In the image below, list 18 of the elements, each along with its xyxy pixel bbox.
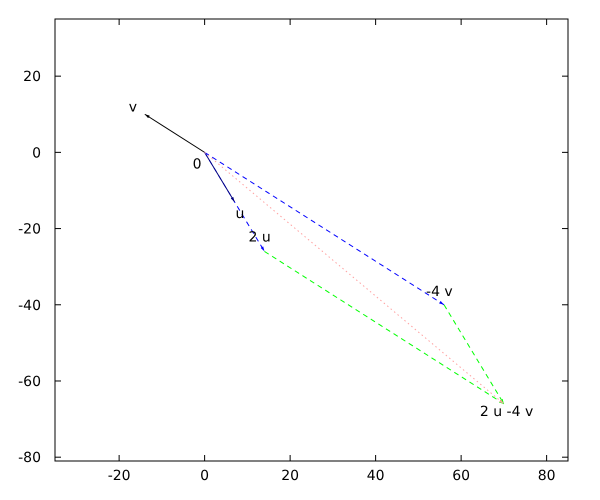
- annotation: u: [236, 206, 244, 222]
- y-tick-label: 20: [23, 69, 41, 86]
- y-tick-label: -40: [18, 298, 41, 314]
- y-tick-label: 0: [32, 145, 41, 162]
- annotation: v: [128, 99, 138, 116]
- y-tick-label: -60: [18, 374, 41, 390]
- x-tick-label: 0: [200, 468, 210, 484]
- annotation: 2 u: [248, 229, 271, 246]
- y-tick-label: -20: [18, 222, 41, 238]
- x-tick-label: 60: [452, 468, 470, 484]
- annotation: 0: [192, 156, 202, 172]
- x-tick-label: 40: [366, 468, 385, 484]
- annotation: 2 u -4 v: [480, 404, 534, 420]
- x-tick-label: 80: [538, 468, 556, 484]
- x-tick-label: -20: [108, 468, 131, 484]
- x-tick-label: 20: [281, 468, 300, 484]
- y-tick-label: -80: [18, 450, 41, 466]
- annotation: -4 v: [426, 284, 453, 300]
